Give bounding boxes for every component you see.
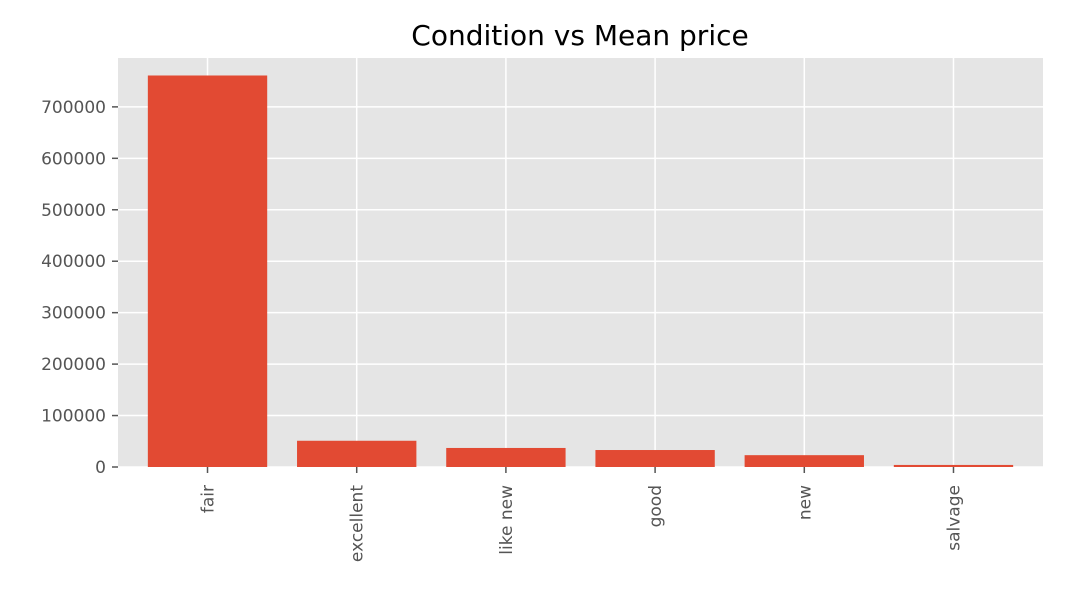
chart-title: Condition vs Mean price	[411, 19, 748, 52]
bar-salvage	[893, 464, 1014, 467]
bar-like-new	[446, 447, 566, 467]
x-tick-label: like new	[497, 485, 517, 555]
bars	[147, 75, 1014, 467]
bar-fair	[147, 75, 268, 467]
y-tick-label: 700000	[41, 98, 106, 118]
y-tick-label: 200000	[41, 355, 106, 375]
y-tick-label: 300000	[41, 304, 106, 324]
x-axis: fair excellent like new good new salvage	[199, 467, 964, 562]
bar-good	[595, 450, 715, 467]
y-tick-label: 100000	[41, 407, 106, 427]
y-tick-label: 400000	[41, 252, 106, 272]
bar-new	[744, 455, 864, 467]
y-tick-label: 0	[95, 458, 106, 478]
x-tick-label: excellent	[348, 485, 368, 562]
y-axis: 0 100000 200000 300000 400000 500000 600000 700…	[41, 98, 118, 478]
y-tick-label: 500000	[41, 201, 106, 221]
x-tick-label: new	[795, 485, 815, 520]
y-tick-label: 600000	[41, 149, 106, 169]
bar-excellent	[297, 440, 417, 467]
x-tick-label: salvage	[944, 485, 964, 551]
x-tick-label: fair	[199, 485, 219, 513]
plot-area	[118, 58, 1043, 467]
x-tick-label: good	[646, 485, 666, 527]
